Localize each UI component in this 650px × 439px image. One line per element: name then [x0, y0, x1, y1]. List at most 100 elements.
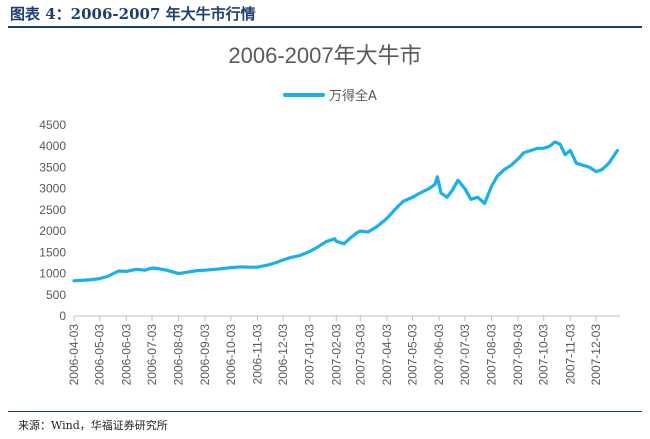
chart-title: 2006-2007年大牛市: [228, 43, 421, 68]
data-point: [401, 200, 405, 203]
x-tick-label: 2006-05-03: [93, 324, 107, 386]
x-tick-label: 2007-07-03: [458, 324, 472, 386]
y-tick-label: 0: [59, 309, 66, 323]
y-tick-label: 1000: [39, 267, 66, 281]
x-tick-label: 2007-03-03: [353, 324, 367, 386]
data-point: [117, 269, 120, 273]
data-point: [594, 170, 598, 173]
data-point: [359, 229, 362, 233]
data-point: [333, 237, 336, 240]
x-tick-label: 2007-11-03: [563, 324, 577, 385]
data-point: [298, 254, 301, 257]
data-point: [355, 231, 359, 235]
data-point: [87, 278, 90, 282]
x-tick-label: 2007-10-03: [537, 324, 551, 386]
data-point: [509, 164, 513, 167]
data-point: [158, 267, 161, 271]
x-tick-label: 2007-08-03: [484, 324, 498, 386]
data-point: [275, 261, 278, 264]
data-point: [165, 268, 168, 272]
line-chart: 2006-2007年大牛市 万得全A 0 500 1000 1500 2000 2500 3…: [39, 43, 620, 386]
data-point: [483, 202, 486, 205]
data-point: [106, 275, 109, 278]
data-point: [439, 191, 443, 195]
x-axis: 2006-04-03 2006-05-03 2006-06-03 2006-07-03…: [67, 315, 620, 386]
data-point: [588, 166, 592, 169]
data-point: [187, 270, 191, 274]
data-point: [411, 195, 414, 199]
data-point: [437, 183, 441, 186]
figure-footer: 来源：Wind，华福证券研究所: [8, 411, 642, 438]
data-point: [456, 178, 460, 182]
x-tick-label: 2006-07-03: [145, 324, 159, 386]
x-tick-label: 2007-09-03: [511, 324, 525, 386]
data-point: [558, 142, 562, 146]
data-point: [308, 250, 311, 253]
data-point: [366, 230, 370, 234]
y-tick-label: 1500: [39, 245, 66, 259]
data-point: [214, 268, 217, 271]
data-point: [536, 147, 539, 150]
figure-caption: 图表 4：2006-2007 年大牛市行情: [10, 5, 256, 23]
data-point: [575, 162, 578, 165]
data-point: [469, 198, 473, 201]
data-point: [342, 242, 346, 246]
data-point: [496, 174, 499, 178]
data-point: [616, 149, 619, 152]
data-point: [196, 269, 199, 272]
x-tick-label: 2006-11-03: [250, 324, 264, 385]
data-point: [324, 240, 328, 243]
data-point: [98, 277, 101, 280]
data-point: [436, 175, 439, 178]
y-tick-label: 4500: [39, 118, 66, 132]
data-point: [569, 149, 572, 152]
series-group: [72, 140, 620, 283]
data-point: [490, 185, 493, 188]
data-point: [600, 168, 604, 171]
data-point: [516, 157, 520, 161]
data-point: [445, 195, 449, 199]
data-point: [289, 256, 293, 259]
x-tick-label: 2007-01-03: [303, 324, 317, 386]
data-point: [281, 258, 285, 262]
series-line-wande-quan-a: [72, 140, 620, 283]
x-tick-label: 2007-06-03: [432, 324, 446, 386]
data-point: [177, 272, 180, 275]
data-point: [72, 279, 76, 282]
data-point: [150, 266, 154, 270]
data-point: [581, 164, 585, 167]
data-point: [529, 149, 533, 152]
data-point: [256, 265, 259, 269]
x-tick-label: 2007-02-03: [329, 324, 343, 386]
data-point: [463, 187, 467, 190]
x-tick-label: 2006-12-03: [276, 324, 290, 386]
data-point: [239, 265, 243, 268]
data-point: [222, 267, 226, 270]
data-point: [607, 162, 611, 165]
x-tick-label: 2006-09-03: [198, 324, 212, 386]
x-tick-label: 2006-04-03: [67, 324, 81, 386]
legend-label-series: 万得全A: [329, 88, 377, 104]
data-point: [542, 147, 545, 150]
data-point: [385, 217, 389, 220]
data-point: [229, 266, 233, 269]
chart-container: 2006-2007年大牛市 万得全A 0 500 1000 1500 2000 2500 3…: [8, 27, 642, 411]
figure-header: 图表 4：2006-2007 年大牛市行情: [8, 0, 642, 28]
y-tick-label: 4000: [39, 139, 66, 153]
source-note: 来源：Wind，华福证券研究所: [18, 419, 168, 432]
data-point: [476, 195, 479, 199]
data-point: [375, 225, 378, 229]
data-point: [143, 268, 147, 272]
x-tick-label: 2007-04-03: [380, 324, 394, 386]
data-point: [450, 189, 454, 192]
data-point: [335, 240, 338, 243]
data-point: [503, 168, 506, 171]
x-tick-label: 2006-10-03: [224, 324, 238, 386]
data-point: [266, 263, 269, 267]
chart-legend: 万得全A: [283, 88, 377, 104]
data-point: [393, 208, 396, 212]
y-tick-label: 2500: [39, 203, 66, 217]
x-tick-label: 2006-08-03: [172, 324, 186, 386]
data-point: [553, 140, 557, 144]
data-point: [349, 236, 353, 239]
